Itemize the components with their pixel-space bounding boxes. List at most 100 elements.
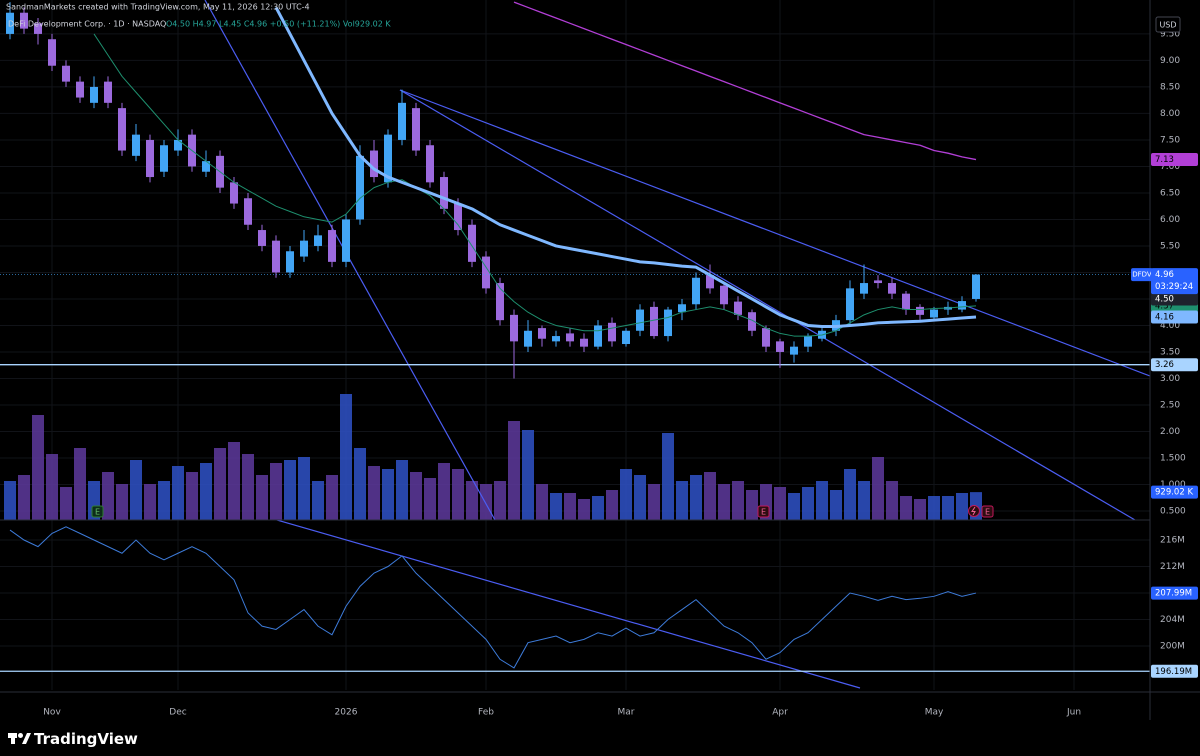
candle-body <box>314 235 322 246</box>
y-tick-label: 6.00 <box>1160 215 1180 225</box>
candle-body <box>34 23 42 34</box>
volume-bar <box>368 466 380 520</box>
volume-bar <box>466 481 478 520</box>
volume-label-bg <box>1151 485 1198 499</box>
candle-body <box>734 301 742 315</box>
countdown-label: 03:29:24 <box>1155 282 1193 292</box>
volume-bar <box>312 481 324 520</box>
volume-bar <box>60 487 72 520</box>
candle-body <box>482 256 490 289</box>
candle-body <box>552 336 560 342</box>
volume-bar <box>942 496 954 520</box>
candle-body <box>664 309 672 337</box>
volume-bar <box>32 415 44 520</box>
x-tick-label: 2026 <box>335 708 358 718</box>
legend-values: O4.50 H4.97 L4.45 C4.96 +0.50 (+11.21%) … <box>166 20 391 29</box>
trend-line <box>399 89 1150 377</box>
volume-bar <box>718 484 730 520</box>
volume-bar <box>802 487 814 520</box>
candle-body <box>202 161 210 172</box>
volume-bar <box>550 493 562 520</box>
volume-bar <box>564 493 576 520</box>
candle-body <box>160 145 168 172</box>
candle-body <box>104 81 112 103</box>
candle-body <box>888 283 896 294</box>
volume-bar <box>914 499 926 520</box>
volume-bar <box>648 484 660 520</box>
candle-body <box>692 277 700 305</box>
obv-line <box>9 526 977 669</box>
candle-body <box>720 285 728 305</box>
candle-body <box>496 283 504 321</box>
candle-body <box>328 230 336 262</box>
volume-bar <box>228 442 240 520</box>
earnings-badge[interactable] <box>91 505 104 518</box>
volume-bar <box>354 448 366 520</box>
level-price-label: 4.50 <box>1155 294 1174 304</box>
price-layer <box>0 0 1150 520</box>
candle-body <box>384 134 392 183</box>
obv-layer <box>0 520 1150 689</box>
y-tick-label: 8.00 <box>1160 109 1180 119</box>
candle-body <box>300 240 308 257</box>
legend-name: DeFi Development Corp. · 1D · NASDAQ <box>8 20 166 29</box>
support-price-label: 3.26 <box>1155 360 1174 370</box>
volume-bar <box>746 490 758 520</box>
volume-bar <box>816 481 828 520</box>
volume-bar <box>340 394 352 520</box>
volume-bar <box>774 487 786 520</box>
candle-body <box>20 12 28 29</box>
x-tick-label: Dec <box>169 708 186 718</box>
x-tick-label: Apr <box>772 708 788 718</box>
ma-price-label: 7.13 <box>1155 155 1174 165</box>
volume-layer <box>4 394 982 520</box>
candle-body <box>356 155 364 220</box>
volume-bar <box>382 469 394 520</box>
volume-bar <box>508 421 520 520</box>
volume-bar <box>536 484 548 520</box>
volume-bar <box>494 481 506 520</box>
volume-bar <box>620 469 632 520</box>
y-tick-label: 1.500 <box>1160 453 1186 463</box>
candle-body <box>174 139 182 151</box>
earnings-badge[interactable] <box>757 505 770 518</box>
volume-bar <box>872 457 884 520</box>
candle-body <box>118 108 126 151</box>
earnings-label: E <box>95 508 100 517</box>
x-tick-label: Nov <box>43 708 61 718</box>
candle-body <box>272 240 280 273</box>
volume-bar <box>844 469 856 520</box>
symbol-badge: DFDV <box>1132 271 1152 279</box>
candle-body <box>538 328 546 339</box>
footer-brand: TradingView <box>34 730 138 748</box>
candle-body <box>776 341 784 352</box>
last-price-label: 4.96 <box>1155 270 1174 280</box>
volume-bar <box>200 463 212 520</box>
earnings-badge[interactable] <box>981 505 994 518</box>
y-tick-label: 7.50 <box>1160 135 1180 145</box>
ma-price-label: 4.37 <box>1155 301 1174 311</box>
y-tick-label: 4.00 <box>1160 321 1180 331</box>
volume-bar <box>4 481 16 520</box>
candle-body <box>258 230 266 246</box>
trend-line <box>399 89 1136 520</box>
candle-body <box>636 309 644 331</box>
candle-body <box>76 81 84 98</box>
currency-box[interactable] <box>1155 16 1181 33</box>
logo-shape <box>11 733 15 744</box>
earnings-markers: E E E <box>91 505 994 518</box>
logo-shape <box>22 733 31 744</box>
candle-body <box>804 336 812 347</box>
candle-body <box>930 309 938 318</box>
volume-bar <box>438 463 450 520</box>
currency-label: USD <box>1159 21 1176 30</box>
candle-body <box>916 306 924 315</box>
candle-body <box>342 219 350 262</box>
last-price-bg <box>1151 268 1198 295</box>
grid-layer <box>0 0 1150 690</box>
x-tick-label: Jun <box>1066 708 1081 718</box>
candle-body <box>566 333 574 342</box>
candle-body <box>678 304 686 313</box>
volume-bar <box>858 481 870 520</box>
x-tick-label: Feb <box>478 708 494 718</box>
